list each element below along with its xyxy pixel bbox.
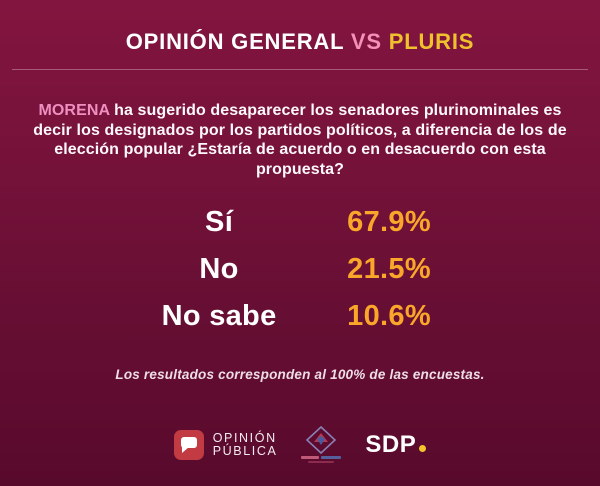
result-value: 10.6% — [347, 300, 431, 332]
question-highlight: MORENA — [38, 102, 110, 119]
result-label: No — [199, 253, 239, 285]
fineprint-bar — [301, 456, 320, 459]
speech-bubble-icon — [173, 429, 204, 460]
crest-logo — [301, 426, 342, 463]
opinion-publica-wordmark: OPINIÓN PÚBLICA — [212, 430, 278, 458]
speech-bubble-body — [180, 436, 197, 448]
page-title: OPINIÓN GENERAL VS PLURIS — [0, 27, 600, 57]
result-value: 21.5% — [347, 253, 431, 285]
result-row-si: Sí 67.9% — [130, 206, 470, 239]
opinion-publica-line2: PÚBLICA — [212, 443, 278, 458]
result-row-no: No 21.5% — [130, 253, 470, 286]
opinion-publica-line1: OPINIÓN — [212, 430, 277, 445]
crest-fineprint-line2 — [308, 461, 335, 463]
title-accent: PLURIS — [388, 29, 475, 54]
sdp-logo: SDP — [365, 430, 427, 459]
footnote: Los resultados corresponden al 100% de l… — [115, 367, 485, 382]
question-text: MORENA ha sugerido desaparecer los senad… — [30, 101, 570, 179]
footer-logos: OPINIÓN PÚBLICA SDP — [0, 426, 600, 463]
result-row-no-sabe: No sabe 10.6% — [130, 300, 470, 333]
title-main: OPINIÓN GENERAL — [125, 29, 344, 54]
fineprint-bar — [321, 456, 342, 459]
speech-bubble-tail — [181, 446, 189, 453]
result-label: No sabe — [161, 300, 277, 332]
result-label: Sí — [205, 206, 234, 238]
title-vs: VS — [350, 29, 382, 54]
crest-diamond-icon — [306, 426, 337, 454]
results-list: Sí 67.9% No 21.5% No sabe 10.6% — [130, 206, 470, 333]
question-rest: ha sugerido desaparecer los senadores pl… — [33, 102, 567, 178]
opinion-publica-logo: OPINIÓN PÚBLICA — [173, 429, 278, 460]
sdp-wordmark: SDP — [365, 430, 417, 458]
crest-fineprint-line1 — [301, 456, 342, 459]
result-value: 67.9% — [347, 206, 431, 238]
header-divider — [12, 69, 588, 70]
sdp-dot — [419, 444, 427, 452]
header: OPINIÓN GENERAL VS PLURIS — [0, 0, 600, 70]
fineprint-bar — [308, 461, 335, 463]
